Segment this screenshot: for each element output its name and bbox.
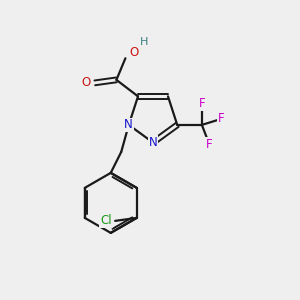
Text: F: F (206, 138, 213, 151)
Text: N: N (124, 118, 133, 131)
Text: O: O (129, 46, 138, 59)
Text: F: F (218, 112, 225, 125)
Text: H: H (140, 37, 148, 47)
Text: Cl: Cl (100, 214, 112, 227)
Text: N: N (148, 136, 158, 149)
Text: F: F (199, 97, 205, 110)
Text: O: O (82, 76, 91, 89)
